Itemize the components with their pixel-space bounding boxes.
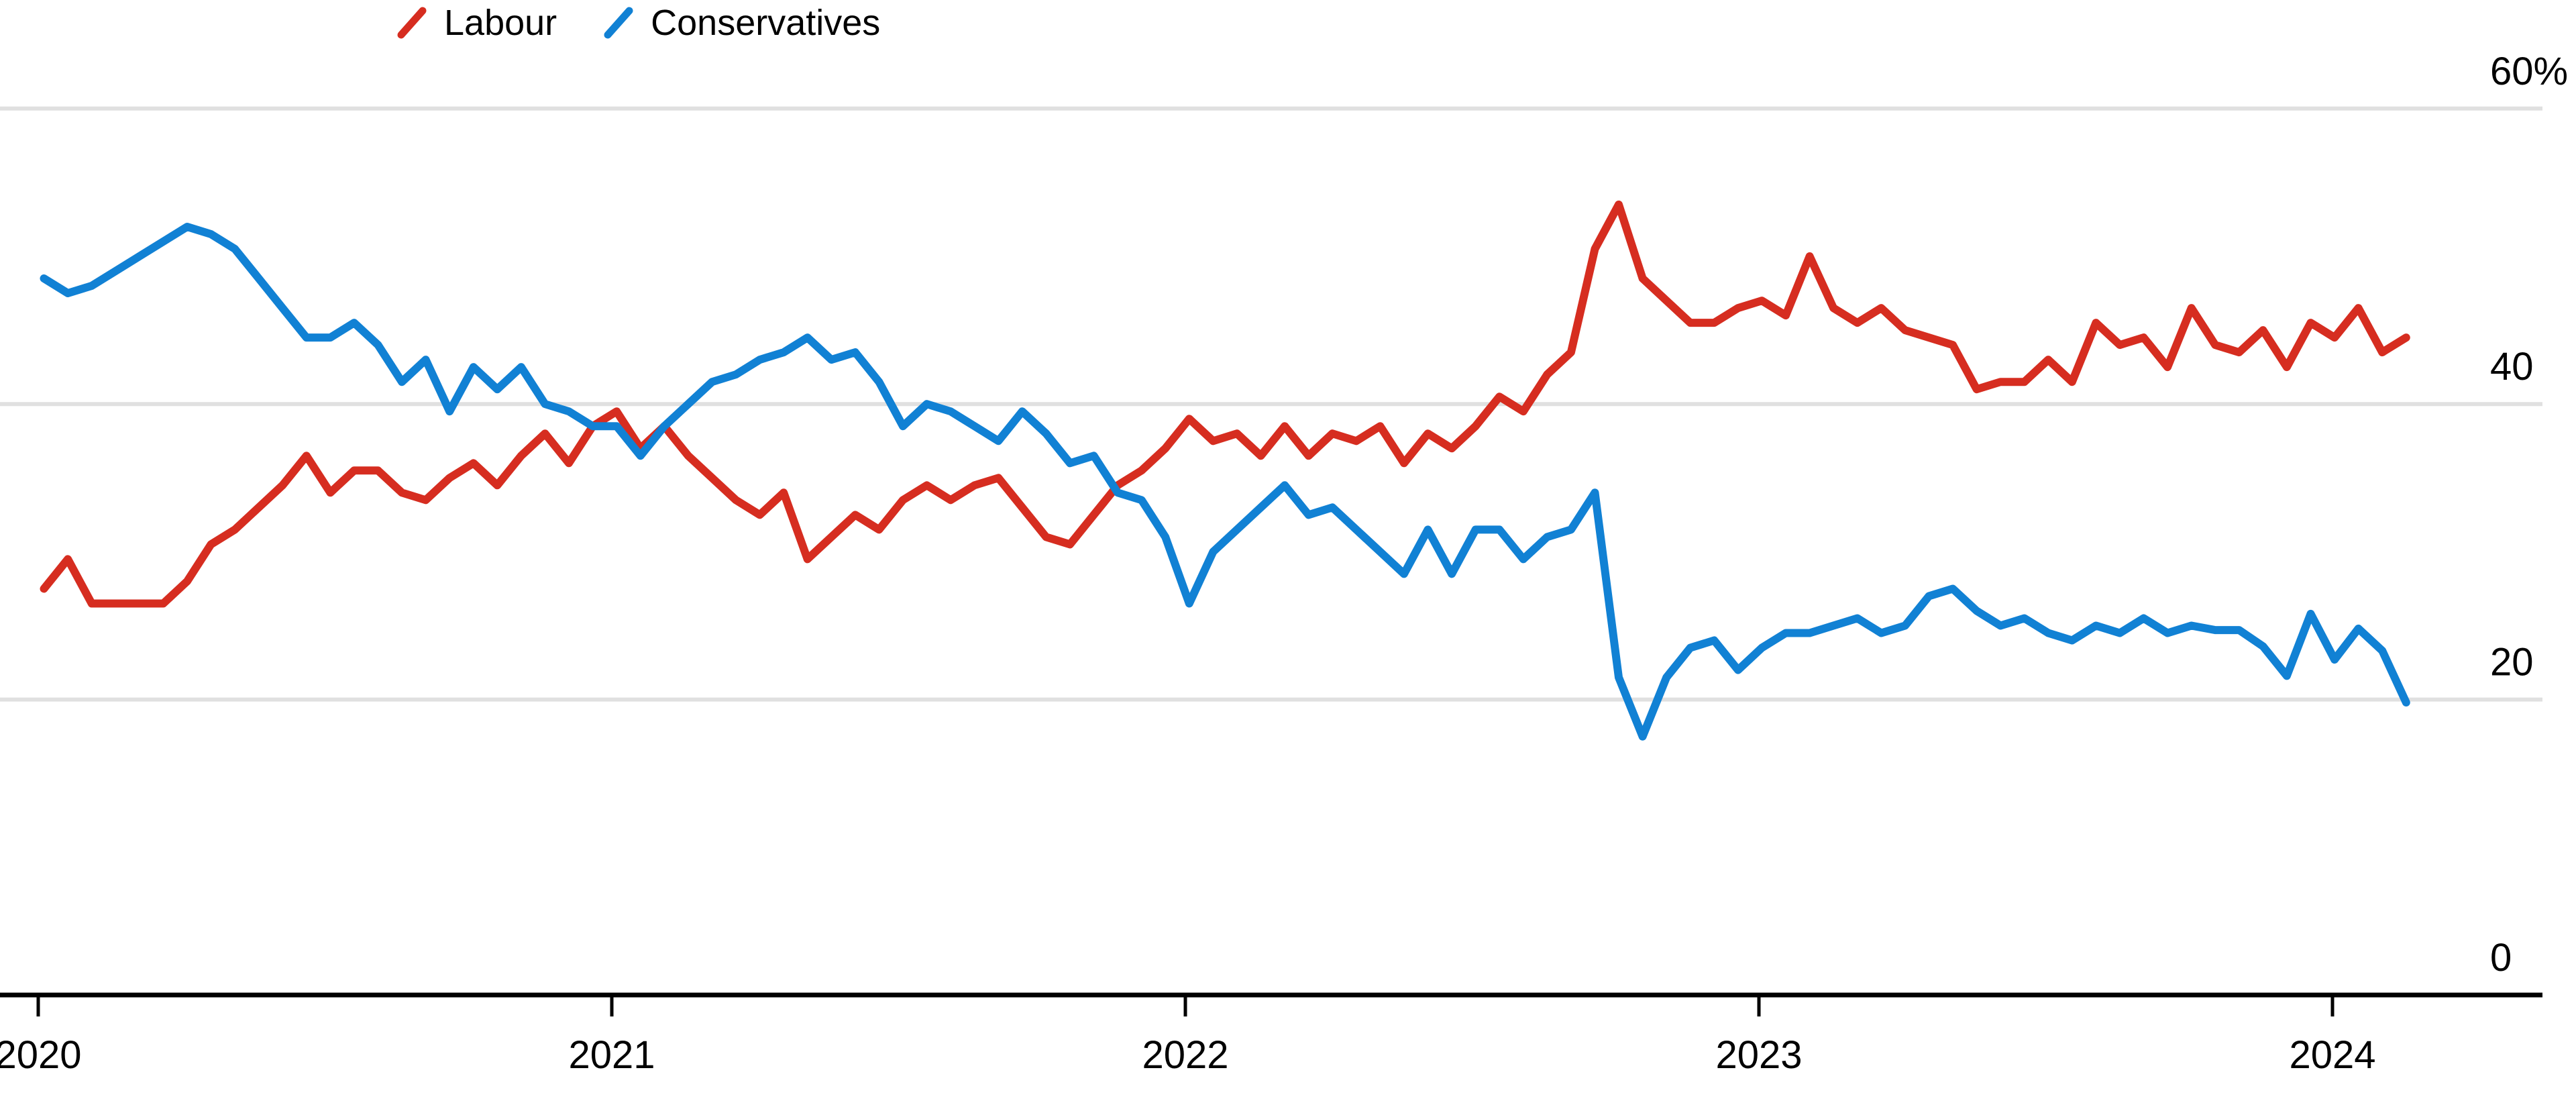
- x-axis-label-2022: 2022: [1142, 1033, 1228, 1077]
- labour-slash-icon: [397, 7, 427, 39]
- conservatives-line: [40, 223, 2410, 741]
- x-axis-label-2024: 2024: [2289, 1033, 2375, 1077]
- labour-line: [40, 200, 2410, 608]
- x-axis-label-2020: 2020: [0, 1033, 82, 1077]
- legend-item-conservatives: Conservatives: [601, 5, 880, 41]
- chart-legend: Labour Conservatives: [394, 1, 880, 44]
- y-axis-label-60: 60%: [2490, 50, 2568, 93]
- x-axis-label-2023: 2023: [1715, 1033, 1802, 1077]
- y-axis-label-40: 40: [2490, 345, 2534, 388]
- y-axis-label-0: 0: [2490, 936, 2512, 980]
- legend-item-labour: Labour: [394, 5, 557, 41]
- legend-label-labour: Labour: [444, 3, 557, 43]
- y-axis-label-20: 20: [2490, 641, 2534, 684]
- conservatives-slash-icon: [604, 7, 633, 39]
- x-axis-label-2021: 2021: [568, 1033, 655, 1077]
- legend-label-conservatives: Conservatives: [651, 3, 881, 43]
